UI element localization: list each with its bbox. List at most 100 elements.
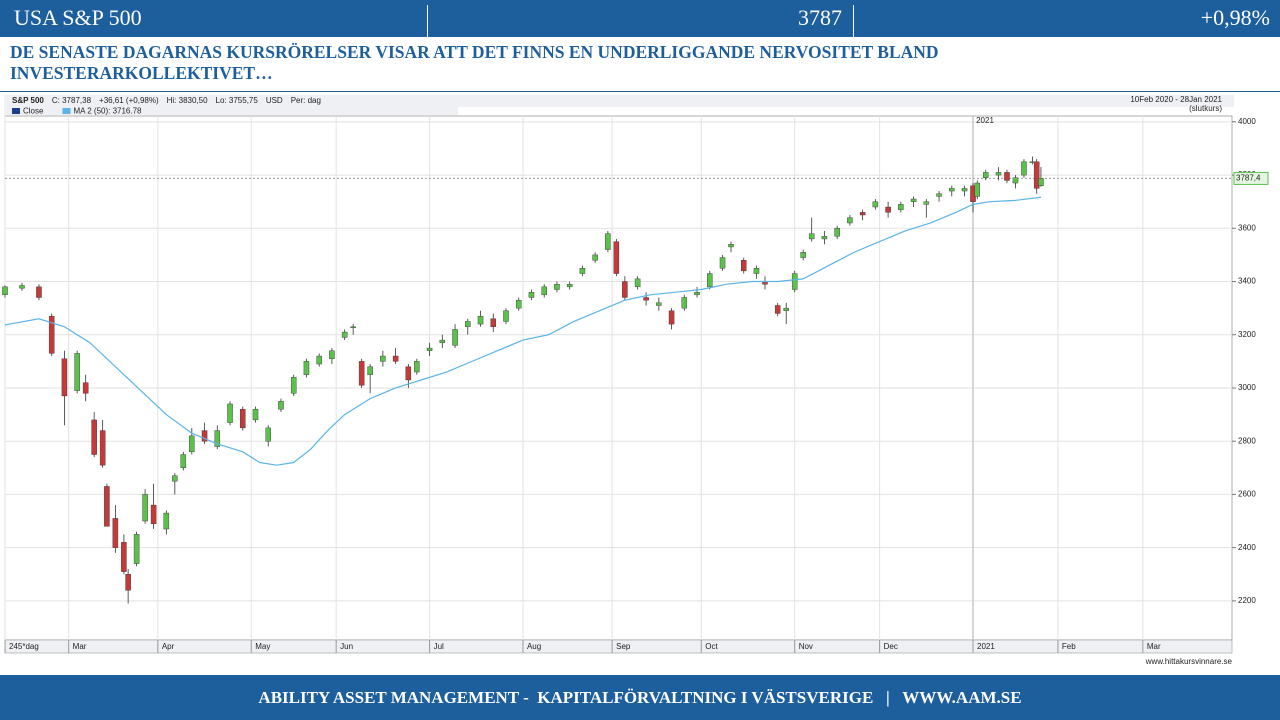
candle-body [859, 212, 866, 216]
candle-body [983, 172, 989, 178]
candle-body [82, 382, 89, 394]
candle-body [995, 172, 1002, 176]
candle-body [99, 430, 106, 466]
candle-body [2, 286, 8, 296]
candle-body [1038, 178, 1044, 186]
y-tick-label: 2800 [1238, 436, 1256, 445]
candle-body [579, 268, 586, 274]
candle-body [834, 228, 840, 237]
candle-body [528, 291, 535, 298]
candle-body [490, 318, 497, 327]
candle-body [36, 286, 42, 298]
candle-body [791, 273, 798, 290]
candle-body [91, 419, 97, 455]
candle-body [189, 435, 195, 453]
y-tick-label: 4000 [1238, 117, 1256, 126]
candle-body [1004, 172, 1010, 181]
footer: ABILITY ASSET MANAGEMENT - KAPITALFÖRVAL… [0, 675, 1280, 720]
candle-body [350, 326, 356, 328]
info-item: Lo: 3755,75 [216, 96, 259, 105]
candle-body [265, 427, 271, 442]
candle-body [150, 504, 157, 524]
candle-body [885, 206, 891, 213]
candle-body [278, 401, 284, 410]
info-item: Per: dag [291, 96, 321, 105]
legend-label: Close [23, 107, 44, 116]
candle-body [201, 430, 208, 442]
candle-body [541, 286, 547, 296]
headline: DE SENASTE DAGARNAS KURSRÖRELSER VISAR A… [10, 42, 939, 83]
candle-body [1012, 177, 1019, 184]
candle-body [303, 361, 310, 375]
y-tick-label: 2600 [1238, 490, 1256, 499]
candle-body [227, 403, 233, 423]
candle-body [847, 217, 853, 224]
candle-body [252, 409, 259, 421]
candle-body [290, 377, 297, 394]
x-tick-label: Feb [1062, 642, 1076, 651]
candle-body [61, 358, 68, 397]
y-tick-label: 2400 [1238, 543, 1256, 552]
separator [853, 5, 854, 42]
candle-body [465, 321, 471, 327]
candle-body [898, 204, 904, 210]
candle-body [753, 268, 760, 274]
year-marker-label: 2021 [976, 116, 994, 125]
x-tick-label: Sep [616, 642, 631, 651]
x-tick-label: Oct [705, 642, 718, 651]
candle-body [367, 366, 373, 375]
candle-body [121, 542, 127, 572]
candle-body [392, 355, 399, 362]
x-tick-label: Aug [527, 642, 541, 651]
candle-body [592, 254, 598, 261]
candle-body [112, 518, 119, 548]
candle-body [414, 361, 420, 373]
candle-body [774, 305, 781, 314]
candle-body [783, 307, 789, 312]
header-bar: USA S&P 500 3787 +0,98% [0, 0, 1280, 42]
ma-line [4, 196, 1042, 466]
candle-body [240, 409, 246, 429]
candle-body [741, 260, 747, 272]
rule [0, 91, 1280, 92]
candle-body [634, 278, 641, 288]
x-tick-label: May [255, 642, 270, 651]
period: 10Feb 2020 - 28Jan 2021 [1130, 95, 1222, 104]
candle-body [19, 285, 25, 289]
candle-body [554, 283, 560, 290]
header-price: 3787 [798, 5, 842, 30]
x-tick-label: 245*dag [9, 642, 39, 651]
y-tick-label: 3000 [1238, 383, 1256, 392]
x-tick-label: Jun [340, 642, 353, 651]
last-price-box [1233, 171, 1269, 185]
x-tick-label: Jul [434, 642, 444, 651]
candle-body [974, 182, 981, 197]
candle-body [656, 302, 662, 306]
x-tick-label: Nov [799, 642, 813, 651]
x-tick-label: Apr [162, 642, 175, 651]
x-tick-label: 2021 [977, 642, 995, 651]
legend-swatch [62, 108, 71, 114]
candle-body [910, 198, 917, 202]
candle-body [622, 281, 628, 298]
legend-label: MA 2 (50): 3716.78 [73, 107, 142, 116]
candle-body [566, 283, 573, 288]
candle-body [74, 353, 80, 391]
candle-body [48, 315, 55, 354]
candle-body [426, 347, 433, 351]
candle-body [728, 244, 734, 248]
candle-body [452, 329, 458, 346]
candle-body [180, 454, 187, 469]
candle-body [341, 331, 348, 338]
candle-body [125, 574, 131, 591]
candle-body [163, 512, 170, 530]
info-item: C: 3787,38 [52, 96, 92, 105]
info-bar [4, 95, 1234, 107]
candle-body [358, 361, 365, 386]
header-title: USA S&P 500 [14, 5, 142, 30]
candle-body [872, 201, 879, 208]
candle-body [515, 299, 522, 309]
candle-body [477, 315, 484, 325]
info-item: +36,61 (+0,98%) [99, 96, 159, 105]
candle-body [214, 430, 221, 447]
